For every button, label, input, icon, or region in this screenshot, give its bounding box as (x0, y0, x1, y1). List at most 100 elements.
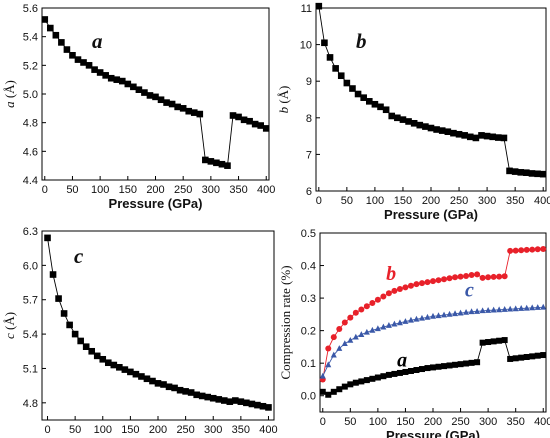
x-tick-label: 0 (316, 195, 322, 207)
data-point (418, 280, 425, 287)
data-point (523, 246, 530, 253)
data-point (528, 170, 536, 177)
data-point (433, 126, 440, 133)
x-tick-label: 300 (479, 416, 497, 428)
data-point (450, 129, 457, 137)
data-point (413, 367, 420, 374)
data-point (224, 162, 231, 169)
data-point (374, 296, 381, 303)
data-point (259, 402, 267, 410)
data-point (143, 375, 151, 383)
data-point (319, 372, 326, 379)
data-point (501, 337, 508, 344)
data-point (80, 59, 87, 66)
x-tick-label: 150 (121, 424, 139, 436)
data-point (215, 396, 223, 403)
data-point (438, 127, 446, 134)
data-point (452, 310, 459, 317)
data-point (490, 306, 497, 313)
data-point (489, 133, 497, 141)
data-point (399, 116, 407, 123)
data-point (540, 245, 547, 252)
x-tick-label: 50 (69, 424, 81, 436)
data-point (365, 98, 373, 105)
data-point (251, 120, 259, 128)
x-tick-label: 400 (534, 416, 550, 428)
x-tick-label: 300 (204, 424, 222, 436)
data-point (41, 16, 49, 23)
data-point (179, 105, 187, 112)
data-point (154, 380, 162, 387)
data-point (380, 323, 387, 330)
data-point (466, 133, 474, 141)
data-point (232, 397, 239, 404)
data-point (213, 159, 220, 167)
data-point (416, 121, 424, 129)
data-point (110, 361, 118, 369)
data-point (248, 400, 256, 408)
data-point (240, 116, 248, 124)
data-point (413, 315, 420, 322)
data-point (160, 381, 167, 388)
x-axis-title: Pressure (GPa) (386, 428, 480, 438)
x-tick-label: 250 (450, 195, 468, 207)
data-point (85, 62, 93, 69)
data-point (430, 364, 436, 371)
data-point (193, 391, 200, 399)
data-point (490, 273, 497, 280)
chart-panel-b: 0 50 100 150 200 250 300 350 400 6 7 8 9 10 11 Pressure… (276, 2, 550, 222)
data-point (534, 304, 541, 310)
data-point (185, 107, 193, 115)
data-point (385, 371, 392, 378)
x-tick-label: 200 (424, 416, 442, 428)
data-point (254, 401, 261, 409)
data-point (371, 100, 379, 108)
data-point (511, 168, 519, 175)
data-point (138, 373, 145, 380)
x-axis-title: Pressure (GPa) (109, 196, 203, 211)
data-point (468, 359, 475, 366)
data-point (517, 169, 525, 176)
data-point (402, 368, 409, 375)
x-tick-label: 200 (146, 184, 164, 196)
data-point (507, 355, 514, 362)
y-tick-label: 4.8 (23, 398, 38, 410)
data-point (483, 132, 491, 140)
data-point (63, 46, 71, 53)
data-point (246, 117, 253, 125)
data-point (337, 72, 345, 80)
data-point (336, 345, 343, 351)
data-point (452, 274, 459, 281)
x-tick-label: 250 (451, 416, 469, 428)
data-point (424, 313, 431, 320)
data-point (407, 282, 414, 289)
data-point (385, 290, 392, 297)
data-point (341, 383, 348, 390)
data-point (315, 2, 323, 10)
data-point (121, 366, 129, 373)
data-point (444, 128, 452, 136)
data-point (71, 330, 79, 338)
y-tick-label: 5.6 (23, 3, 38, 15)
data-point (77, 337, 84, 345)
data-point (330, 334, 337, 341)
data-point (369, 375, 376, 382)
data-point (149, 377, 156, 385)
data-point (410, 119, 418, 127)
data-point (257, 122, 264, 129)
data-point (461, 132, 468, 139)
data-point (369, 326, 376, 333)
y-tick-label: 11 (301, 3, 312, 15)
data-point (49, 271, 57, 278)
data-point (474, 359, 481, 366)
y-tick-label: 6 (306, 186, 312, 198)
data-point (332, 65, 339, 72)
data-point (99, 355, 107, 363)
data-point (55, 295, 62, 302)
data-point (435, 277, 442, 284)
series-label: b (386, 263, 396, 285)
data-point (363, 377, 370, 384)
x-tick-label: 400 (257, 184, 275, 196)
data-point (141, 89, 148, 96)
x-tick-label: 100 (91, 184, 109, 196)
